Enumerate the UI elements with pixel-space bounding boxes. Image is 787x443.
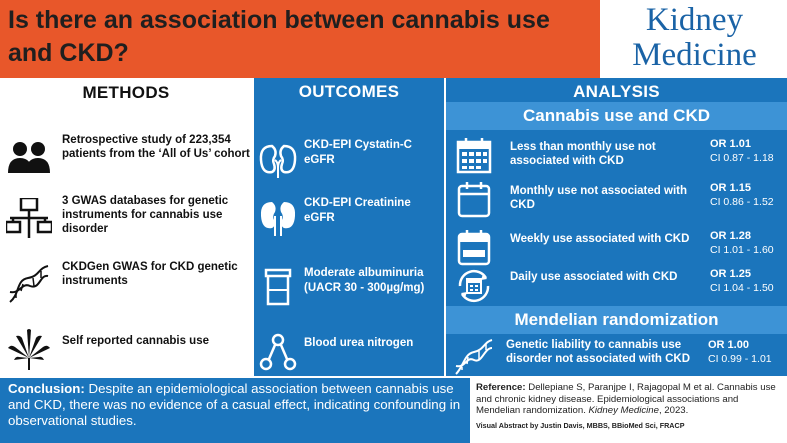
analysis-panel: ANALYSIS Cannabis use and CKD Less than … [446, 78, 787, 376]
analysis-row: Less than monthly use not associated wit… [446, 134, 787, 178]
odds-ratio: OR 1.28 [710, 230, 751, 242]
reference-year: , 2023. [658, 405, 689, 416]
confidence-interval: CI 0.99 - 1.01 [708, 353, 772, 365]
calendar-icon [454, 180, 494, 220]
mendelian-randomization-heading: Mendelian randomization [446, 306, 787, 334]
method-text: CKDGen GWAS for CKD genetic instruments [62, 261, 238, 287]
analysis-row-text: Weekly use associated with CKD [510, 233, 690, 245]
header-banner: Is there an association between cannabis… [0, 0, 600, 78]
cannabis-use-heading: Cannabis use and CKD [446, 102, 787, 130]
outcome-text: CKD-EPI Cystatin-C eGFR [304, 139, 412, 166]
kidneys-icon [258, 198, 298, 238]
odds-ratio: OR 1.25 [710, 268, 751, 280]
methods-panel: METHODS Retrospective study of 223,354 p… [0, 78, 252, 376]
calendar-week-icon [454, 228, 494, 268]
outcome-text: CKD-EPI Creatinine eGFR [304, 197, 411, 224]
visual-abstract-credit: Visual Abstract by Justin Davis, MBBS, B… [476, 420, 685, 430]
outcome-item: CKD-EPI Creatinine eGFR [254, 196, 444, 240]
method-text: 3 GWAS databases for genetic instruments… [62, 195, 229, 235]
outcomes-panel: OUTCOMES CKD-EPI Cystatin-C eGFR CKD-EPI… [254, 78, 444, 376]
people-icon [6, 137, 52, 179]
analysis-row: Weekly use associated with CKD OR 1.28 C… [446, 226, 787, 270]
odds-ratio: OR 1.01 [710, 138, 751, 150]
outcome-item: CKD-EPI Cystatin-C eGFR [254, 138, 444, 182]
outcome-item: Moderate albuminuria (UACR 30 - 300µg/mg… [254, 266, 444, 310]
dna-icon [6, 264, 52, 306]
kidneys-icon [258, 140, 298, 180]
confidence-interval: CI 0.86 - 1.52 [710, 196, 774, 208]
reference-text: Dellepiane S, Paranjpe I, Rajagopal M et… [476, 382, 776, 416]
method-text: Self reported cannabis use [62, 335, 209, 347]
methods-title: METHODS [82, 83, 170, 102]
reference-journal: Kidney Medicine [588, 405, 659, 416]
conclusion-label: Conclusion: [8, 381, 85, 396]
method-item: CKDGen GWAS for CKD genetic instruments [4, 260, 252, 310]
odds-ratio: OR 1.15 [710, 182, 751, 194]
analysis-row-text: Monthly use not associated with CKD [510, 185, 687, 211]
daily-cycle-icon [454, 266, 494, 306]
urine-cup-icon [258, 268, 298, 308]
reference-box: Reference: Dellepiane S, Paranjpe I, Raj… [472, 378, 787, 443]
outcome-text: Moderate albuminuria (UACR 30 - 300µg/mg… [304, 267, 425, 294]
analysis-row: Daily use associated with CKD OR 1.25 CI… [446, 264, 787, 308]
method-item: Retrospective study of 223,354 patients … [4, 133, 252, 183]
confidence-interval: CI 1.01 - 1.60 [710, 244, 774, 256]
method-item: Self reported cannabis use [4, 324, 252, 374]
outcomes-title: OUTCOMES [298, 82, 400, 101]
mr-row: Genetic liability to cannabis use disord… [446, 336, 787, 380]
outcome-item: Blood urea nitrogen [254, 330, 444, 374]
cannabis-leaf-icon [6, 328, 52, 370]
journal-logo: Kidney Medicine [602, 0, 787, 78]
logo-line2: Medicine [632, 37, 757, 73]
method-text: Retrospective study of 223,354 patients … [62, 134, 250, 160]
confidence-interval: CI 1.04 - 1.50 [710, 282, 774, 294]
outcome-text: Blood urea nitrogen [304, 337, 414, 349]
analysis-title: ANALYSIS [573, 82, 660, 101]
logo-line1: Kidney [645, 2, 744, 38]
conclusion-box: Conclusion: Despite an epidemiological a… [0, 378, 470, 443]
analysis-row: Monthly use not associated with CKD OR 1… [446, 178, 787, 222]
conclusion-text: Despite an epidemiological association b… [8, 381, 461, 428]
confidence-interval: CI 0.87 - 1.18 [710, 152, 774, 164]
method-item: 3 GWAS databases for genetic instruments… [4, 194, 252, 244]
molecule-icon [258, 332, 298, 372]
dna-icon [454, 338, 494, 378]
page-title: Is there an association between cannabis… [8, 6, 550, 67]
reference-label: Reference: [476, 382, 526, 393]
calendar-grid-icon [454, 136, 494, 176]
odds-ratio: OR 1.00 [708, 339, 749, 351]
network-icon [6, 198, 52, 240]
analysis-row-text: Daily use associated with CKD [510, 271, 678, 283]
analysis-row-text: Less than monthly use not associated wit… [510, 141, 656, 167]
mr-row-text: Genetic liability to cannabis use disord… [506, 339, 691, 365]
